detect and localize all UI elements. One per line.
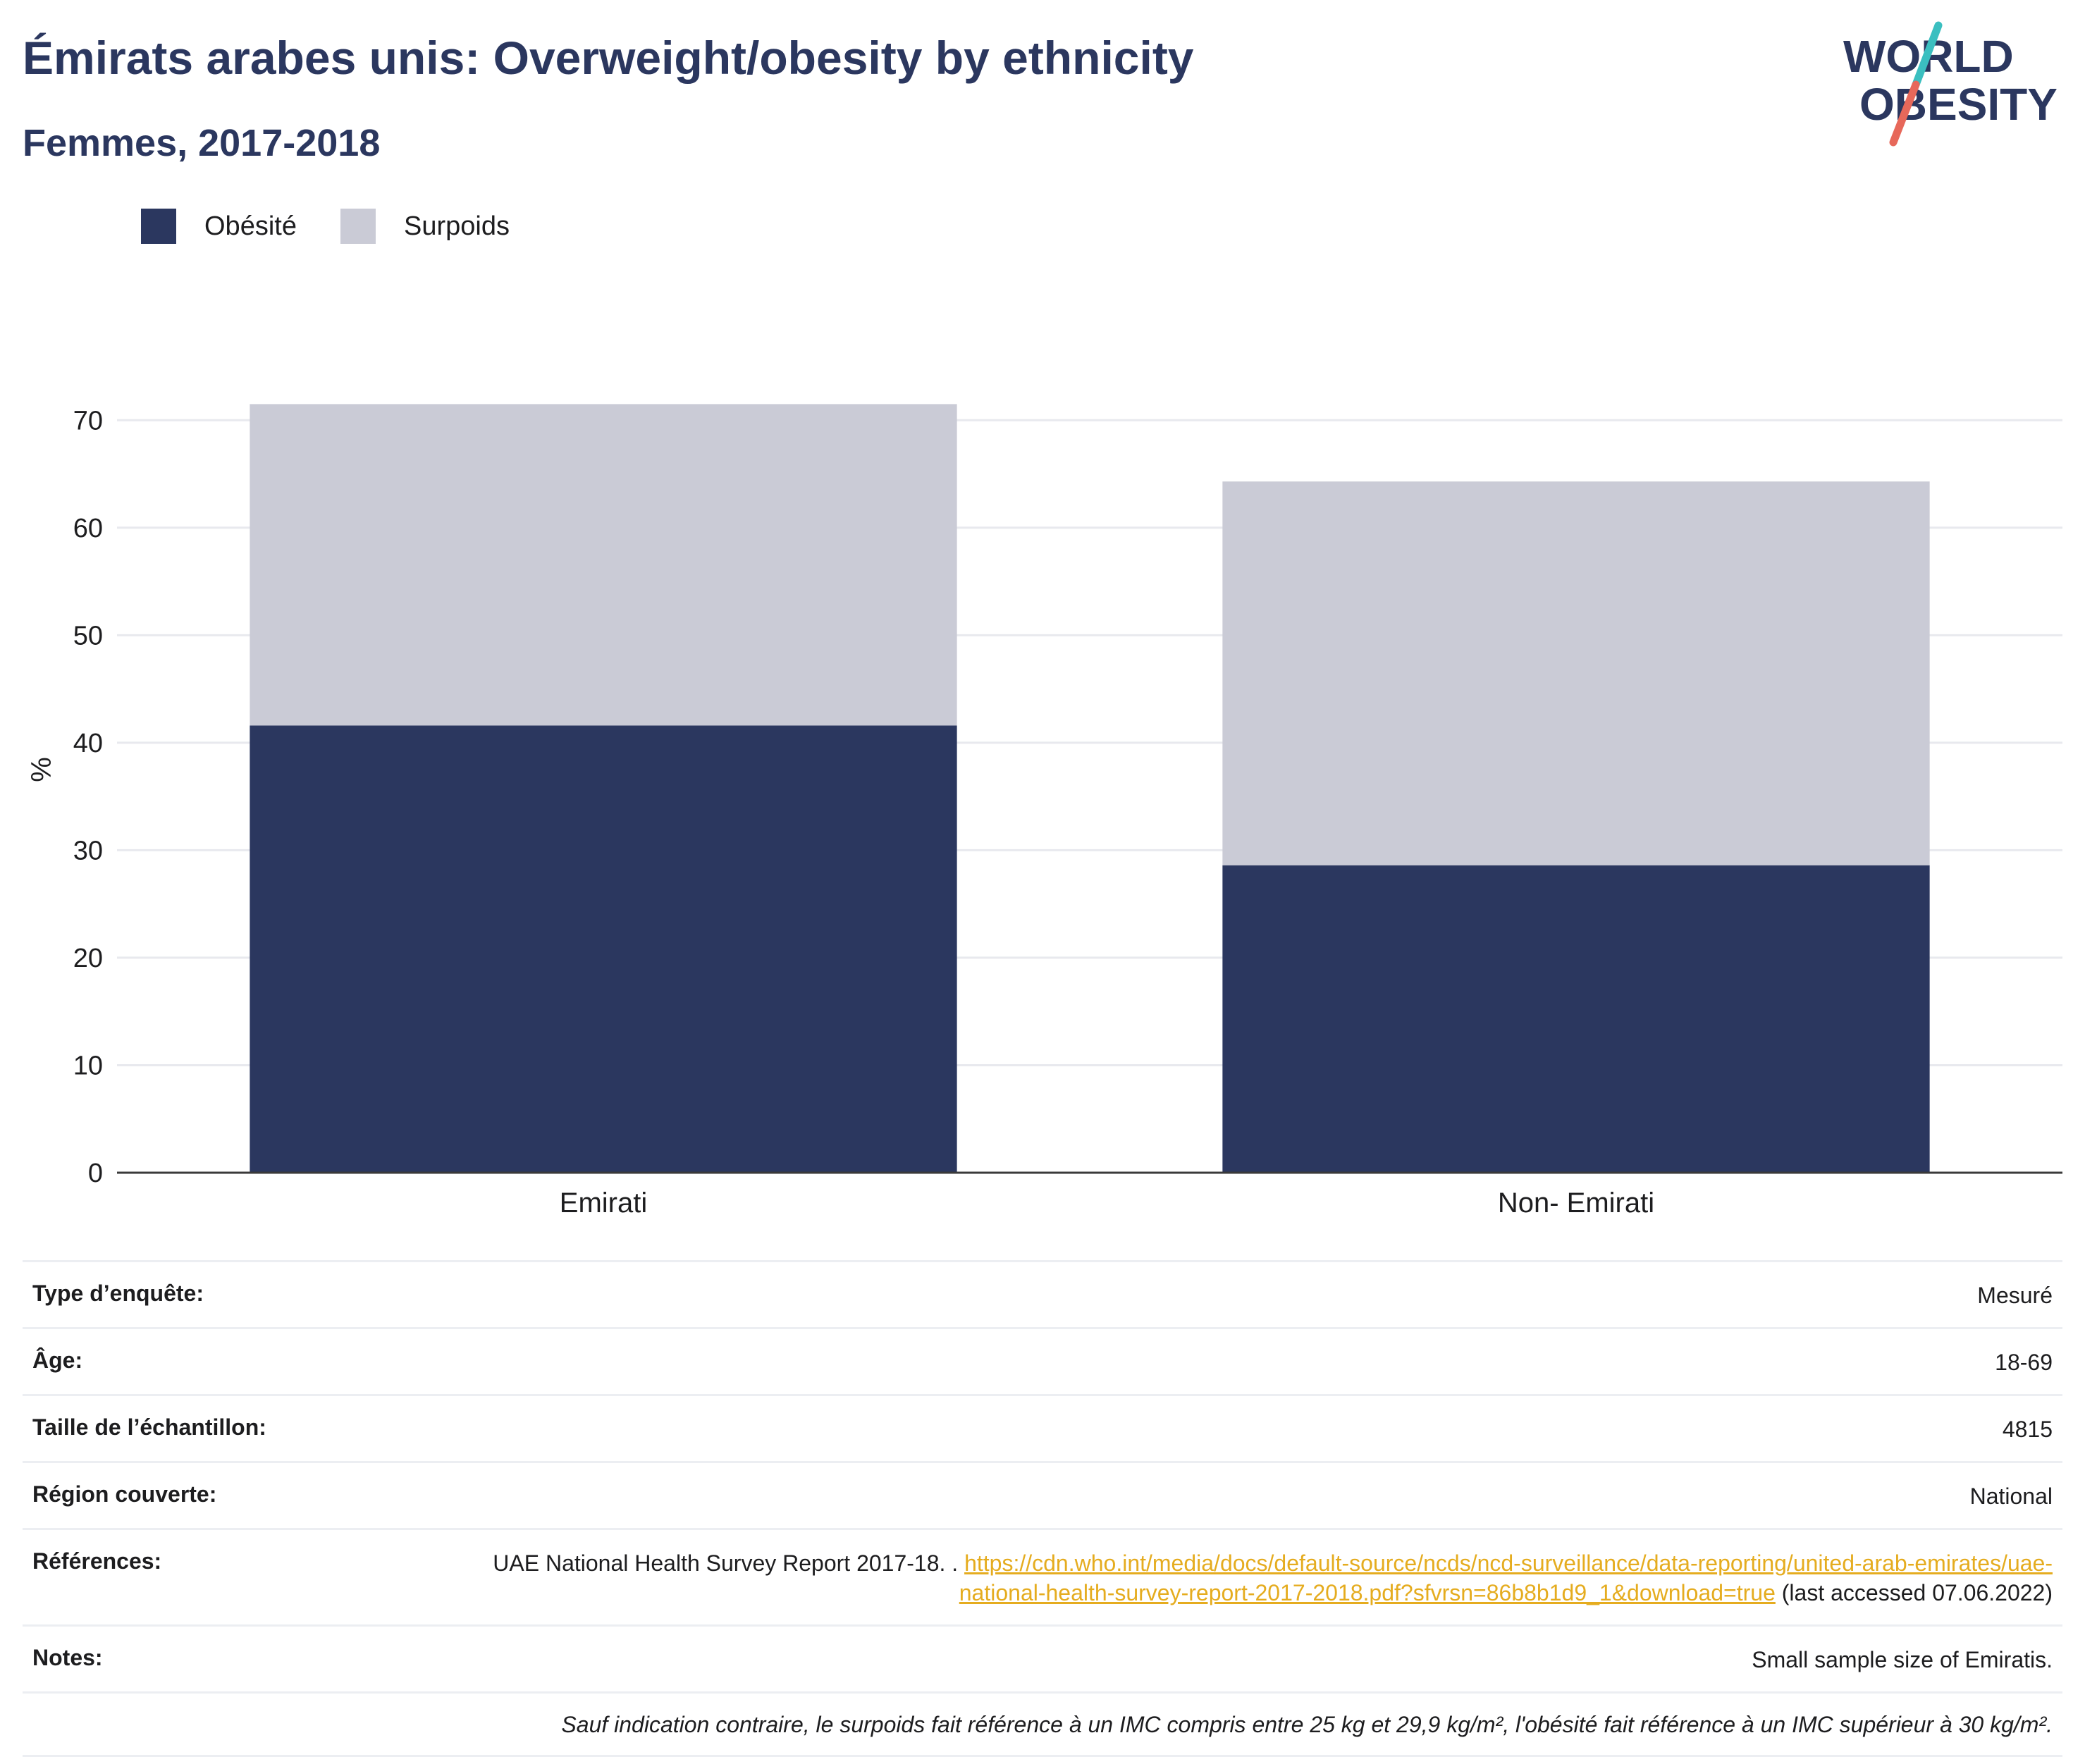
y-axis-label: % (26, 757, 57, 782)
info-row-references: Références: UAE National Health Survey R… (23, 1528, 2062, 1624)
bar-overweight-non-emirati (1222, 481, 1930, 865)
chart-legend: Obésité Surpoids (141, 209, 553, 244)
y-tick-label: 30 (73, 836, 103, 865)
page-subtitle: Femmes, 2017-2018 (23, 122, 381, 164)
survey-info-table: Type d’enquête: Mesuré Âge: 18-69 Taille… (23, 1260, 2062, 1757)
legend-label-obesity: Obésité (204, 211, 297, 241)
info-label: Type d’enquête: (32, 1281, 204, 1306)
world-obesity-logo: WORLD OBESITY (1843, 21, 2058, 147)
legend-label-overweight: Surpoids (403, 211, 510, 241)
info-row-region: Région couverte: National (23, 1461, 2062, 1528)
info-value: Mesuré (1977, 1283, 2053, 1308)
y-tick-label: 70 (73, 406, 103, 436)
info-value: National (1969, 1484, 2053, 1509)
info-value: 18-69 (1995, 1350, 2053, 1375)
info-row-sample-size: Taille de l’échantillon: 4815 (23, 1394, 2062, 1461)
reference-link[interactable]: https://cdn.who.int/media/docs/default-s… (959, 1550, 2053, 1605)
logo-slash-teal (1912, 21, 1943, 89)
y-tick-label: 10 (73, 1051, 103, 1080)
legend-swatch-overweight (340, 209, 376, 244)
page-title: Émirats arabes unis: Overweight/obesity … (23, 32, 1194, 84)
logo-line2: OBESITY (1859, 79, 2058, 130)
bar-obesity-non-emirati (1222, 865, 1930, 1173)
info-row-footnote: Sauf indication contraire, le surpoids f… (23, 1691, 2062, 1757)
info-value: Small sample size of Emiratis. (1752, 1647, 2053, 1672)
info-row-survey-type: Type d’enquête: Mesuré (23, 1260, 2062, 1327)
y-tick-label: 60 (73, 514, 103, 543)
reference-suffix: (last accessed 07.06.2022) (1781, 1580, 2053, 1605)
info-row-notes: Notes: Small sample size of Emiratis. (23, 1624, 2062, 1691)
info-label: Taille de l’échantillon: (32, 1414, 266, 1440)
footnote: Sauf indication contraire, le surpoids f… (561, 1712, 2053, 1737)
y-tick-label: 50 (73, 621, 103, 650)
info-row-age: Âge: 18-69 (23, 1327, 2062, 1394)
info-label: Références: (32, 1548, 162, 1574)
legend-item-overweight[interactable]: Surpoids (340, 209, 510, 244)
info-label: Région couverte: (32, 1481, 217, 1507)
info-label: Âge: (32, 1347, 83, 1373)
stacked-bar-chart: 0 10 20 30 40 50 60 70% Emirati Non- Emirati (26, 404, 2062, 1219)
reference-text: UAE National Health Survey Report 2017-1… (493, 1550, 959, 1576)
info-value: UAE National Health Survey Report 2017-1… (460, 1548, 2053, 1608)
y-tick-label: 40 (73, 729, 103, 758)
x-tick-label: Emirati (560, 1188, 647, 1219)
legend-item-obesity[interactable]: Obésité (141, 209, 297, 244)
y-tick-label: 0 (88, 1159, 103, 1188)
logo-slash-coral (1889, 80, 1920, 147)
legend-swatch-obesity (141, 209, 176, 244)
bar-obesity-emirati (250, 725, 957, 1173)
bar-overweight-emirati (250, 404, 957, 726)
y-tick-label: 20 (73, 944, 103, 973)
info-label: Notes: (32, 1645, 103, 1670)
x-tick-label: Non- Emirati (1498, 1188, 1654, 1219)
info-value: 4815 (2002, 1417, 2053, 1442)
